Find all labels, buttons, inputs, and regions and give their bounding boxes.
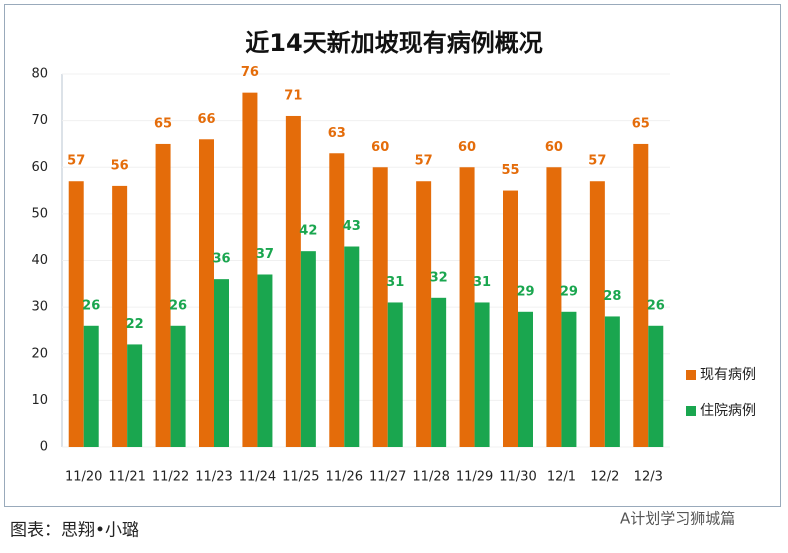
x-tick-label: 11/26	[326, 470, 363, 485]
value-label: 43	[343, 219, 361, 234]
bar	[589, 181, 605, 448]
y-tick-label: 80	[31, 67, 48, 82]
value-label: 57	[67, 154, 85, 169]
bar	[155, 143, 171, 447]
bar	[300, 251, 316, 447]
bar	[459, 167, 475, 447]
legend-swatch	[686, 406, 696, 416]
y-tick-label: 10	[31, 393, 48, 408]
value-label: 28	[603, 289, 621, 304]
bar	[648, 325, 664, 447]
value-label: 37	[256, 247, 274, 262]
bar	[431, 297, 447, 447]
x-tick-label: 12/3	[634, 470, 663, 485]
x-tick-label: 11/29	[456, 470, 493, 485]
value-label: 22	[126, 317, 144, 332]
value-label: 71	[284, 88, 302, 103]
x-tick-label: 11/30	[499, 470, 536, 485]
y-tick-label: 0	[40, 440, 48, 455]
chart-frame	[4, 4, 781, 507]
value-label: 26	[82, 298, 100, 313]
chart-title: 近14天新加坡现有病例概况	[245, 29, 542, 57]
bar	[83, 325, 99, 447]
value-label: 32	[430, 270, 448, 285]
y-tick-label: 20	[31, 346, 48, 361]
bar	[170, 325, 186, 447]
bar	[257, 274, 273, 447]
bar	[214, 279, 229, 447]
bar	[344, 246, 360, 447]
y-tick-label: 50	[31, 206, 48, 221]
bar	[416, 181, 432, 448]
value-label: 63	[328, 126, 346, 141]
value-label: 60	[545, 140, 563, 155]
y-tick-label: 60	[31, 160, 48, 175]
value-label: 66	[197, 112, 215, 127]
bar	[68, 181, 84, 448]
value-label: 57	[415, 154, 433, 169]
value-label: 31	[473, 275, 491, 290]
bar	[285, 115, 301, 448]
value-label: 65	[632, 116, 650, 131]
x-tick-label: 11/25	[282, 470, 319, 485]
bar	[474, 302, 490, 447]
x-tick-label: 11/20	[65, 470, 102, 485]
value-label: 36	[212, 252, 230, 267]
legend-label: 现有病例	[700, 367, 756, 383]
x-tick-label: 11/24	[239, 470, 276, 485]
caption: 图表：思翔•小璐	[10, 521, 139, 541]
value-label: 65	[154, 116, 172, 131]
legend-label: 住院病例	[700, 403, 756, 419]
bar	[127, 344, 143, 447]
value-label: 76	[241, 65, 259, 80]
x-tick-label: 11/27	[369, 470, 406, 485]
value-label: 57	[588, 154, 606, 169]
value-label: 56	[111, 158, 129, 173]
x-tick-label: 11/22	[152, 470, 189, 485]
x-tick-label: 11/28	[412, 470, 449, 485]
y-tick-label: 30	[31, 300, 48, 315]
y-tick-label: 40	[31, 253, 48, 268]
value-label: 55	[501, 163, 519, 178]
value-label: 29	[560, 284, 578, 299]
value-label: 26	[647, 298, 665, 313]
x-tick-label: 11/21	[108, 470, 145, 485]
value-label: 60	[371, 140, 389, 155]
bar	[518, 311, 533, 447]
bar	[604, 316, 620, 447]
bar	[372, 167, 388, 447]
bar	[199, 139, 214, 447]
x-tick-label: 11/23	[195, 470, 232, 485]
value-label: 31	[386, 275, 404, 290]
x-tick-label: 12/1	[547, 470, 576, 485]
bar	[561, 311, 577, 447]
bar	[112, 185, 128, 447]
legend-swatch	[686, 370, 696, 380]
bar	[546, 167, 562, 447]
x-tick-label: 12/2	[590, 470, 619, 485]
value-label: 42	[299, 224, 317, 239]
watermark: A计划学习狮城篇	[620, 510, 735, 528]
y-tick-label: 70	[31, 113, 48, 128]
bar	[387, 302, 403, 447]
bar	[329, 153, 345, 447]
bar	[503, 190, 518, 447]
bar	[242, 92, 258, 448]
value-label: 29	[516, 284, 534, 299]
bar	[633, 143, 649, 447]
value-label: 26	[169, 298, 187, 313]
value-label: 60	[458, 140, 476, 155]
